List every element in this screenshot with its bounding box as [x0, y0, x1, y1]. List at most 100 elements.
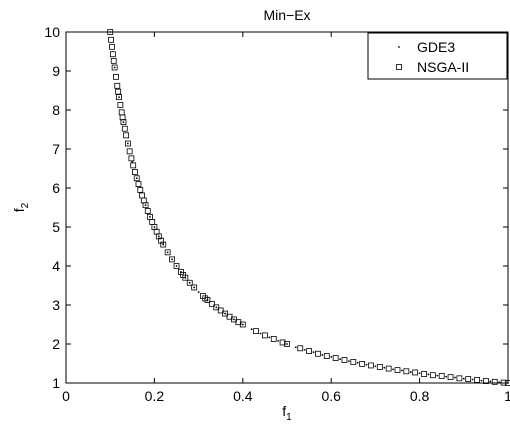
legend-label: GDE3: [417, 39, 455, 55]
gde3-point: [224, 312, 227, 315]
gde3-point: [303, 348, 306, 351]
nsga-ii-point: [438, 373, 445, 379]
legend-box: [367, 32, 508, 80]
nsga-ii-point: [350, 359, 357, 365]
nsga-ii-point: [429, 372, 436, 379]
gde3-point: [321, 354, 324, 356]
y-tick-label: 1: [52, 375, 60, 391]
gde3-point: [401, 369, 403, 372]
nsga-ii-point: [149, 219, 156, 225]
series-gde3: [109, 31, 509, 384]
plot-frame: [65, 31, 509, 384]
nsga-ii-point: [482, 378, 489, 384]
nsga-ii-point: [491, 378, 498, 385]
gde3-point: [471, 378, 474, 381]
gde3-point: [250, 328, 253, 331]
nsga-ii-point: [217, 307, 224, 314]
nsga-ii-point: [222, 310, 229, 317]
nsga-ii-point: [359, 360, 366, 367]
gde3-point: [118, 96, 120, 99]
gde3-point: [489, 380, 492, 383]
gde3-point: [462, 377, 465, 380]
nsga-ii-point: [284, 341, 290, 347]
gde3-point: [374, 365, 377, 368]
gde3-point: [436, 374, 439, 377]
nsga-ii-point: [111, 64, 118, 71]
nsga-ii-point: [306, 348, 313, 354]
nsga-ii-point: [239, 321, 246, 328]
y-tick-label: 8: [52, 102, 60, 118]
legend: GDE3 NSGA-II: [367, 32, 508, 80]
nsga-ii-point: [126, 148, 133, 155]
x-tick-label: 0.6: [321, 388, 341, 404]
gde3-point: [330, 355, 333, 358]
nsga-ii-point: [144, 208, 151, 214]
series-nsga-ii: [107, 29, 510, 386]
nsga-ii-point: [130, 162, 137, 169]
nsga-ii-point: [128, 155, 135, 162]
marks-layer: [107, 29, 510, 386]
y-axis-label-main: f: [11, 208, 27, 212]
y-tick-label: 5: [52, 219, 60, 235]
gde3-point: [144, 204, 147, 207]
gde3-point: [339, 358, 341, 361]
nsga-ii-point: [182, 274, 189, 281]
y-tick-label: 7: [52, 141, 60, 157]
gde3-point: [445, 375, 448, 378]
gde3-point: [197, 291, 200, 294]
x-tick-label: 0: [62, 388, 70, 404]
gde3-point: [418, 372, 421, 375]
gde3-point: [166, 251, 169, 254]
nsga-ii-point: [139, 192, 145, 199]
nsga-ii-point: [153, 228, 160, 235]
x-tick-label: 0.2: [145, 388, 165, 404]
nsga-ii-point: [113, 73, 119, 80]
nsga-ii-point: [169, 256, 175, 263]
y-tick-label: 3: [52, 297, 60, 313]
gde3-point: [193, 286, 196, 289]
x-axis-label-main: f: [282, 403, 286, 419]
nsga-ii-point: [115, 88, 122, 95]
nsga-ii-point: [261, 332, 268, 339]
nsga-ii-point: [186, 279, 193, 286]
nsga-ii-point: [412, 369, 419, 376]
nsga-ii-point: [385, 365, 392, 372]
nsga-ii-point: [421, 371, 427, 377]
nsga-ii-point: [279, 339, 286, 346]
nsga-ii-point: [315, 350, 321, 357]
gde3-point: [392, 368, 394, 371]
nsga-ii-point: [120, 119, 127, 125]
nsga-ii-point: [109, 43, 115, 50]
nsga-ii-point: [323, 353, 330, 359]
nsga-ii-point: [119, 114, 126, 121]
legend-marker-gde3: [398, 46, 400, 48]
gde3-point: [233, 318, 235, 321]
gde3-point: [268, 336, 271, 339]
nsga-ii-point: [394, 367, 401, 374]
gde3-point: [383, 366, 386, 369]
nsga-ii-point: [297, 345, 304, 352]
nsga-ii-point: [160, 241, 167, 248]
nsga-ii-point: [137, 187, 144, 193]
nsga-ii-point: [208, 300, 215, 307]
gde3-point: [312, 351, 315, 354]
legend-entries: GDE3 NSGA-II: [396, 39, 469, 75]
nsga-ii-point: [253, 328, 259, 335]
nsga-ii-point: [109, 51, 116, 58]
gde3-point: [427, 373, 430, 376]
legend-marker-nsga-ii: [396, 64, 402, 70]
chart-title: Min−Ex: [263, 7, 310, 23]
gde3-point: [365, 363, 368, 366]
gde3-point: [259, 332, 262, 335]
nsga-ii-point: [403, 368, 410, 375]
gde3-point: [126, 142, 129, 145]
gde3-point: [135, 177, 138, 180]
y-tick-label: 9: [52, 63, 60, 79]
x-tick-label: 1: [504, 388, 510, 404]
nsga-ii-point: [117, 102, 124, 108]
gde3-point: [347, 360, 350, 363]
nsga-ii-point: [447, 374, 454, 381]
x-axis-label-subscript: 1: [286, 412, 292, 423]
gde3-point: [153, 226, 156, 228]
